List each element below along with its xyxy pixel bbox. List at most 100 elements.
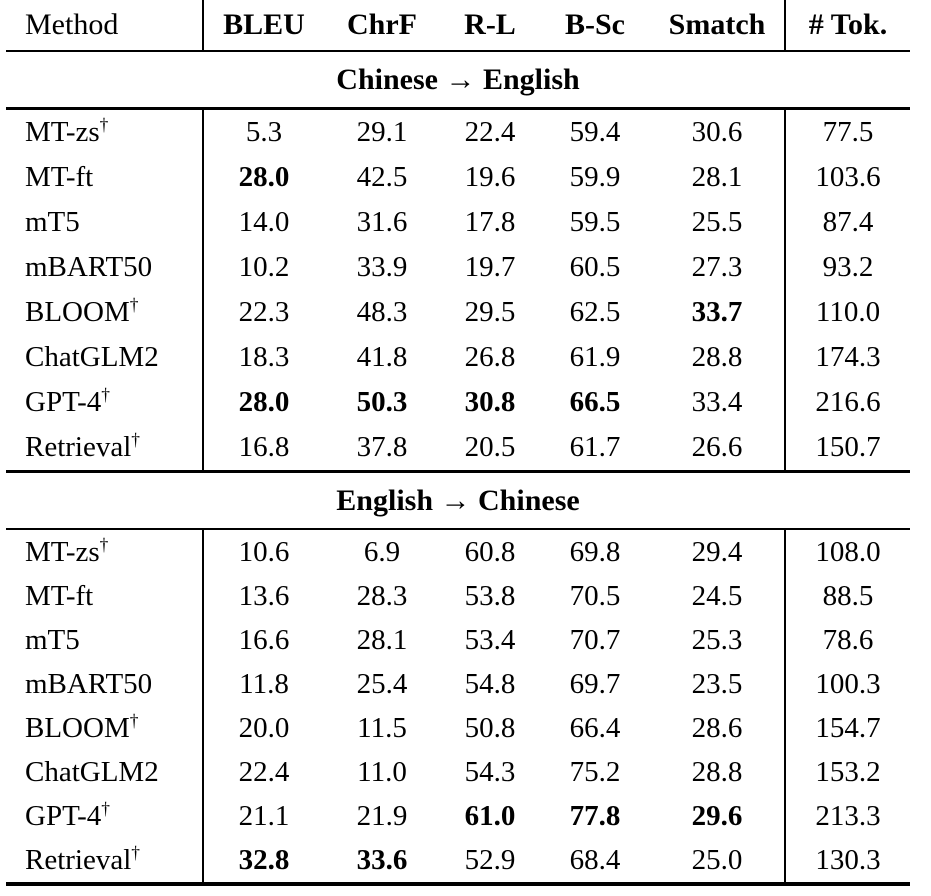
- value-cell: 78.6: [784, 618, 910, 662]
- method-cell: GPT-4†: [25, 384, 110, 418]
- value-cell: 11.8: [202, 662, 324, 706]
- value-cell: 26.8: [464, 341, 516, 373]
- table-row: mBART50 11.8 25.4 54.8 69.7 23.5 100.3: [6, 662, 910, 706]
- value-cell: 21.9: [356, 799, 408, 832]
- value-cell: 59.9: [569, 161, 621, 193]
- col-header-num-tokens: # Tok.: [784, 0, 910, 52]
- value-cell: 77.5: [784, 108, 910, 155]
- value-cell: 100.3: [784, 662, 910, 706]
- bottom-rule-cell: [6, 882, 910, 888]
- table-row: mT5 16.6 28.1 53.4 70.7 25.3 78.6: [6, 618, 910, 662]
- method-cell: Retrieval†: [25, 841, 140, 876]
- value-cell: 62.5: [569, 296, 621, 328]
- value-cell: 66.4: [569, 711, 621, 744]
- value-cell: 59.5: [569, 206, 621, 238]
- value-cell: 18.3: [202, 335, 324, 380]
- value-cell: 59.4: [569, 116, 621, 148]
- bold-value: 28.0: [238, 161, 290, 193]
- value-cell: 17.8: [464, 206, 516, 238]
- value-cell: 6.9: [363, 535, 401, 568]
- dagger-mark: †: [101, 384, 110, 405]
- value-cell: 88.5: [784, 574, 910, 618]
- bold-value: 30.8: [464, 386, 516, 418]
- value-cell: 28.8: [691, 755, 743, 788]
- value-cell: 110.0: [784, 290, 910, 335]
- value-cell: 20.0: [202, 706, 324, 750]
- table-row: Retrieval† 32.8 33.6 52.9 68.4 25.0 130.3: [6, 838, 910, 884]
- value-cell: 52.9: [464, 843, 516, 876]
- value-cell: 14.0: [202, 200, 324, 245]
- value-cell: 77.8: [540, 794, 650, 838]
- bold-value: 32.8: [238, 843, 290, 876]
- method-cell: MT-zs†: [25, 114, 109, 148]
- value-cell: 61.7: [569, 431, 621, 463]
- table-row: Retrieval† 16.8 37.8 20.5 61.7 26.6 150.7: [6, 425, 910, 472]
- col-header-smatch: Smatch: [650, 0, 785, 52]
- value-cell: 32.8: [202, 838, 324, 884]
- value-cell: 174.3: [784, 335, 910, 380]
- method-cell: ChatGLM2: [25, 341, 159, 373]
- dagger-mark: †: [99, 114, 109, 135]
- bold-value: 66.5: [569, 386, 621, 418]
- method-cell: ChatGLM2: [25, 755, 159, 788]
- value-cell: 33.6: [324, 838, 440, 884]
- table-row: mBART50 10.2 33.9 19.7 60.5 27.3 93.2: [6, 245, 910, 290]
- method-cell: MT-zs†: [25, 533, 109, 568]
- value-cell: 28.8: [691, 341, 743, 373]
- value-cell: 75.2: [569, 755, 621, 788]
- value-cell: 87.4: [784, 200, 910, 245]
- section-title: Chinese → English: [6, 51, 910, 110]
- value-cell: 25.0: [691, 843, 743, 876]
- bold-value: 50.3: [356, 386, 408, 418]
- value-cell: 130.3: [784, 838, 910, 884]
- value-cell: 54.3: [464, 755, 516, 788]
- value-cell: 23.5: [691, 667, 743, 700]
- value-cell: 68.4: [569, 843, 621, 876]
- value-cell: 27.3: [691, 251, 743, 283]
- value-cell: 25.4: [356, 667, 408, 700]
- section-title: English → Chinese: [6, 470, 910, 530]
- value-cell: 25.3: [691, 623, 743, 656]
- method-cell: mBART50: [25, 667, 153, 700]
- method-cell: MT-ft: [25, 579, 94, 612]
- value-cell: 37.8: [356, 431, 408, 463]
- bold-value: 77.8: [569, 799, 621, 832]
- method-cell: GPT-4†: [25, 797, 110, 832]
- table-row: MT-zs† 10.6 6.9 60.8 69.8 29.4 108.0: [6, 529, 910, 574]
- method-cell: mBART50: [25, 251, 153, 283]
- value-cell: 69.8: [569, 535, 621, 568]
- value-cell: 16.8: [202, 425, 324, 472]
- col-header-method: Method: [6, 0, 203, 52]
- header-row: Method BLEU ChrF R-L B-Sc Smatch # Tok.: [6, 0, 910, 52]
- value-cell: 31.6: [356, 206, 408, 238]
- value-cell: 50.8: [464, 711, 516, 744]
- bold-value: 28.0: [238, 386, 290, 418]
- value-cell: 153.2: [784, 750, 910, 794]
- bold-value: 61.0: [464, 799, 516, 832]
- method-cell: mT5: [25, 206, 80, 238]
- method-cell: MT-ft: [25, 161, 94, 193]
- value-cell: 216.6: [784, 380, 910, 425]
- method-cell: mT5: [25, 623, 80, 656]
- method-cell: BLOOM†: [25, 709, 139, 744]
- value-cell: 41.8: [356, 341, 408, 373]
- method-cell: Retrieval†: [25, 429, 140, 463]
- dagger-mark: †: [101, 797, 110, 818]
- dagger-mark: †: [129, 294, 139, 315]
- dagger-mark: †: [99, 533, 109, 554]
- value-cell: 28.1: [356, 623, 408, 656]
- value-cell: 24.5: [691, 579, 743, 612]
- value-cell: 48.3: [356, 296, 408, 328]
- value-cell: 19.6: [464, 161, 516, 193]
- value-cell: 33.4: [691, 386, 743, 418]
- value-cell: 213.3: [784, 794, 910, 838]
- value-cell: 93.2: [784, 245, 910, 290]
- value-cell: 28.0: [202, 155, 324, 200]
- table-row: MT-ft 28.0 42.5 19.6 59.9 28.1 103.6: [6, 155, 910, 200]
- col-header-chrf: ChrF: [324, 0, 440, 52]
- value-cell: 22.3: [202, 290, 324, 335]
- table-row: ChatGLM2 22.4 11.0 54.3 75.2 28.8 153.2: [6, 750, 910, 794]
- table-row: mT5 14.0 31.6 17.8 59.5 25.5 87.4: [6, 200, 910, 245]
- value-cell: 19.7: [464, 251, 516, 283]
- value-cell: 70.7: [569, 623, 621, 656]
